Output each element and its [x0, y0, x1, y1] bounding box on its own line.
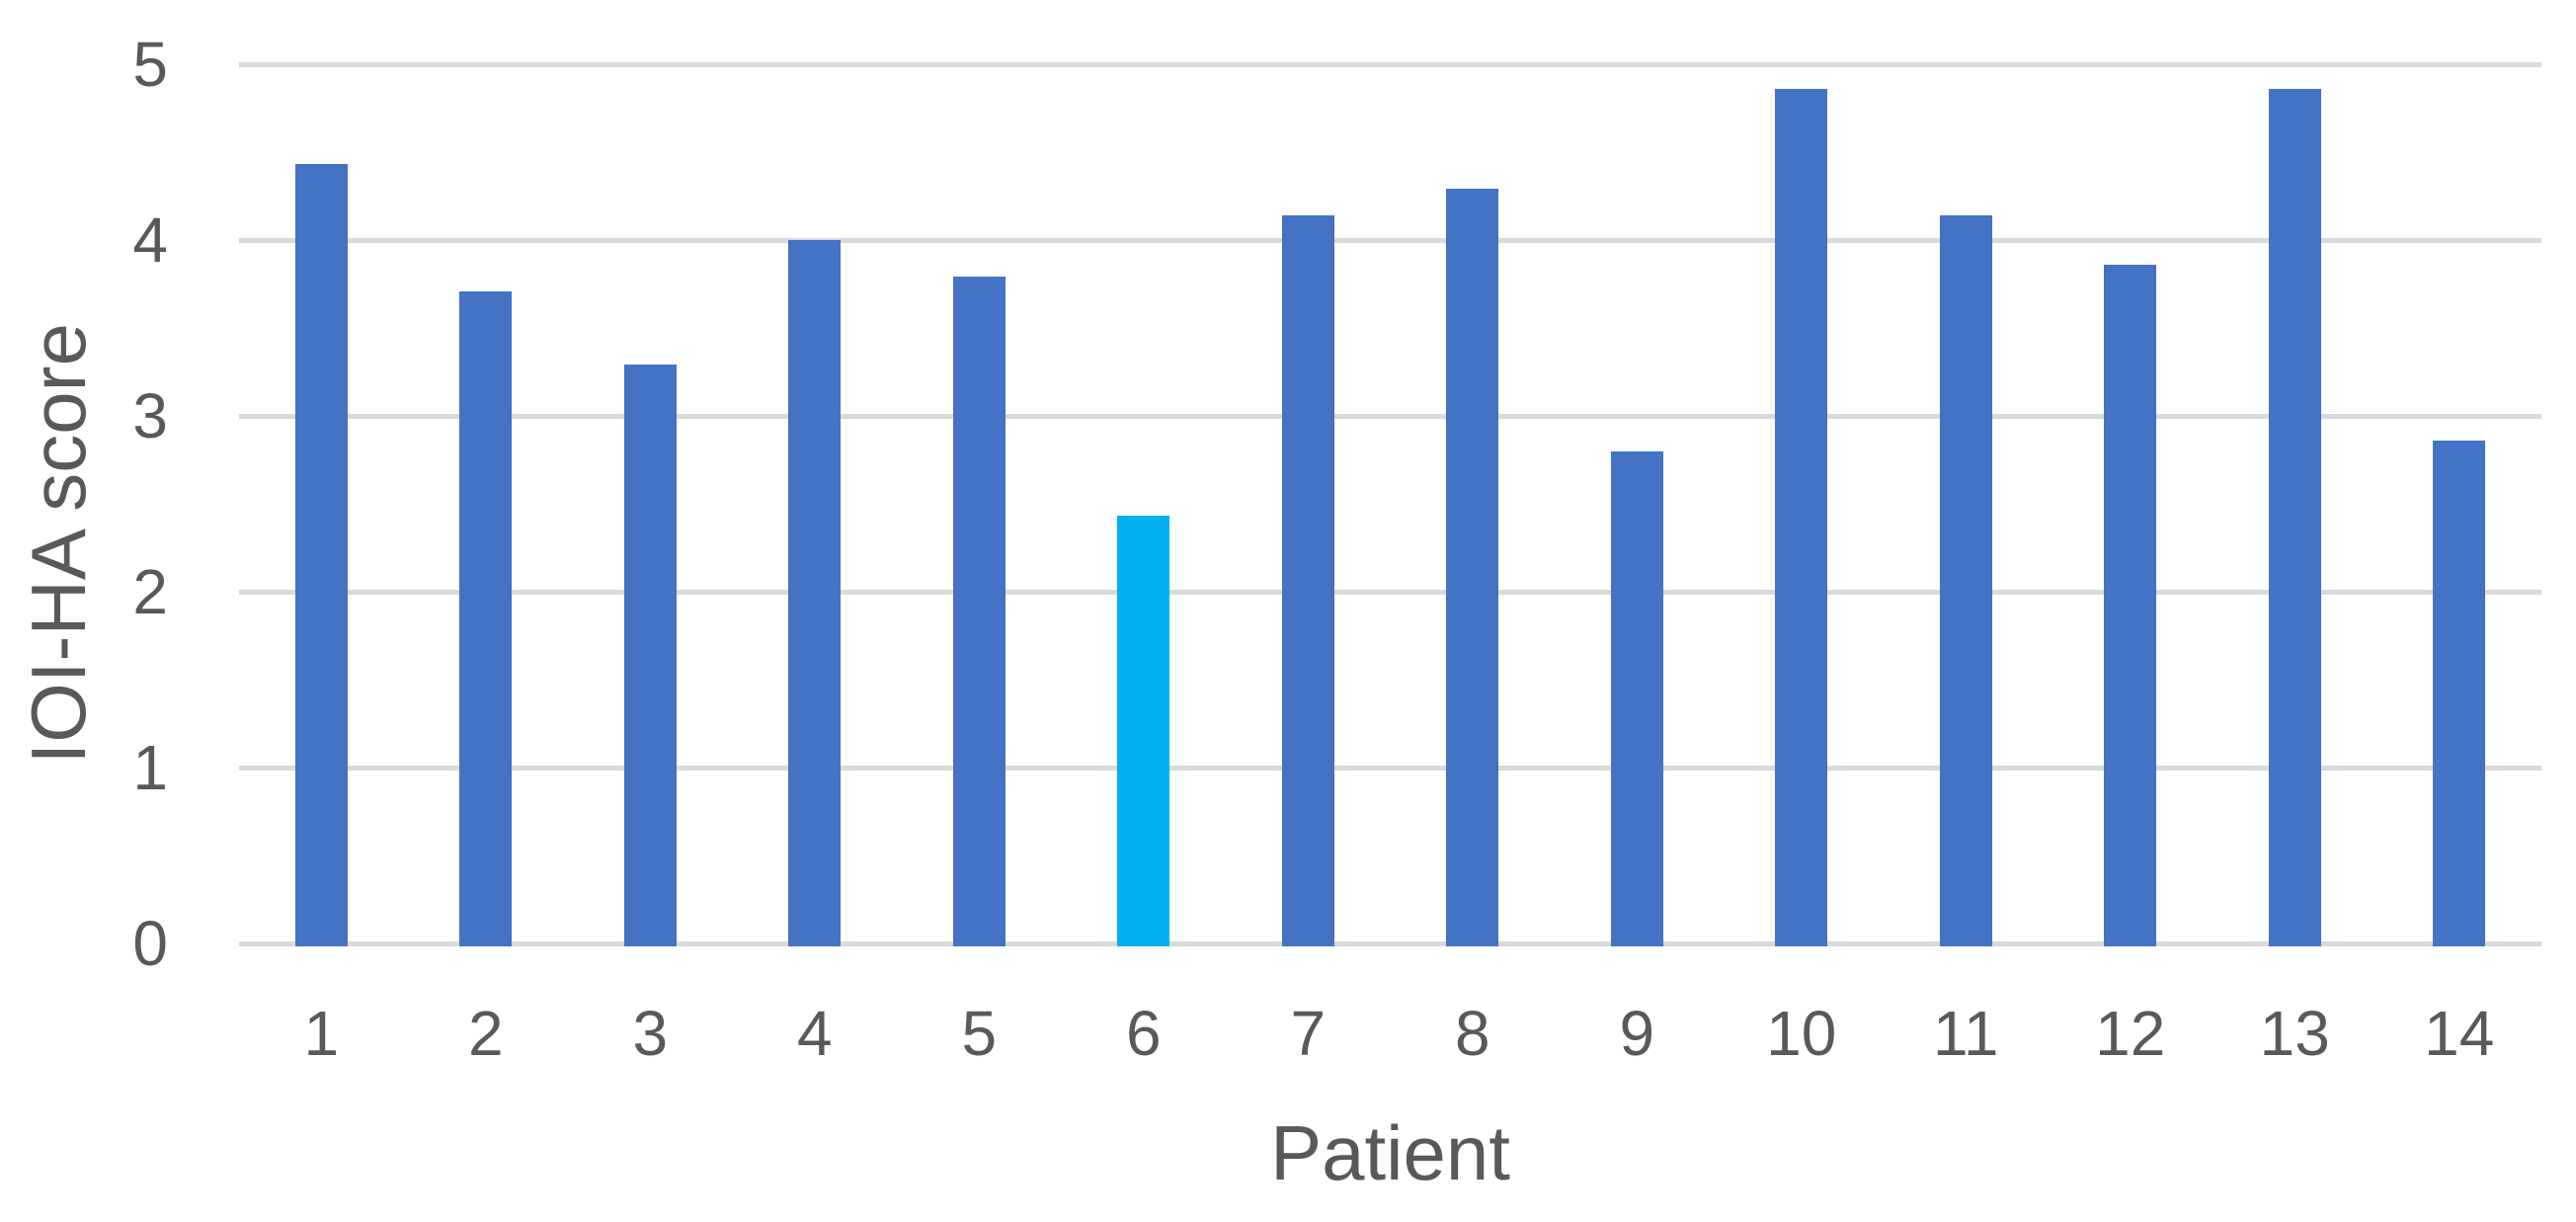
gridline-3 [239, 413, 2541, 419]
bar-patient-14 [2433, 440, 2486, 946]
gridline-4 [239, 237, 2541, 243]
y-tick-label-1: 1 [132, 732, 168, 803]
bar-patient-1 [294, 164, 348, 946]
bar-patient-3 [623, 365, 677, 946]
bar-patient-11 [1939, 215, 1992, 946]
x-tick-label-12: 12 [2095, 998, 2166, 1069]
plot-area [239, 61, 2541, 946]
y-tick-label-5: 5 [132, 29, 168, 100]
x-tick-label-7: 7 [1290, 998, 1327, 1069]
x-tick-label-11: 11 [1933, 998, 1999, 1069]
bars-layer [239, 64, 2541, 946]
bar-patient-13 [2268, 88, 2321, 946]
bar-patient-10 [1775, 88, 1828, 946]
gridline-1 [239, 765, 2541, 771]
x-tick-label-8: 8 [1454, 998, 1490, 1069]
x-tick-label-13: 13 [2259, 998, 2330, 1069]
x-tick-label-10: 10 [1766, 998, 1837, 1069]
bar-patient-12 [2104, 264, 2157, 946]
bar-patient-5 [952, 277, 1006, 946]
x-tick-label-3: 3 [632, 998, 669, 1069]
bar-patient-2 [459, 290, 513, 946]
bar-patient-4 [788, 240, 842, 946]
gridline-0 [239, 940, 2541, 946]
x-axis-title: Patient [1270, 1109, 1510, 1196]
bar-patient-8 [1446, 189, 1499, 946]
bar-patient-7 [1281, 215, 1334, 946]
x-tick-label-6: 6 [1125, 998, 1162, 1069]
x-tick-label-14: 14 [2424, 998, 2495, 1069]
bar-patient-6 [1117, 516, 1170, 946]
y-axis-title: IOI-HA score [14, 64, 103, 943]
y-tick-label-4: 4 [132, 204, 168, 276]
bar-patient-9 [1610, 450, 1663, 946]
x-tick-label-2: 2 [467, 998, 504, 1069]
y-tick-label-0: 0 [132, 908, 168, 979]
x-tick-label-1: 1 [303, 998, 340, 1069]
x-tick-label-5: 5 [961, 998, 998, 1069]
gridline-2 [239, 589, 2541, 595]
x-tick-label-9: 9 [1619, 998, 1655, 1069]
y-tick-label-3: 3 [132, 380, 168, 451]
y-tick-label-2: 2 [132, 556, 168, 627]
gridline-5 [239, 61, 2541, 67]
x-tick-label-4: 4 [796, 998, 833, 1069]
